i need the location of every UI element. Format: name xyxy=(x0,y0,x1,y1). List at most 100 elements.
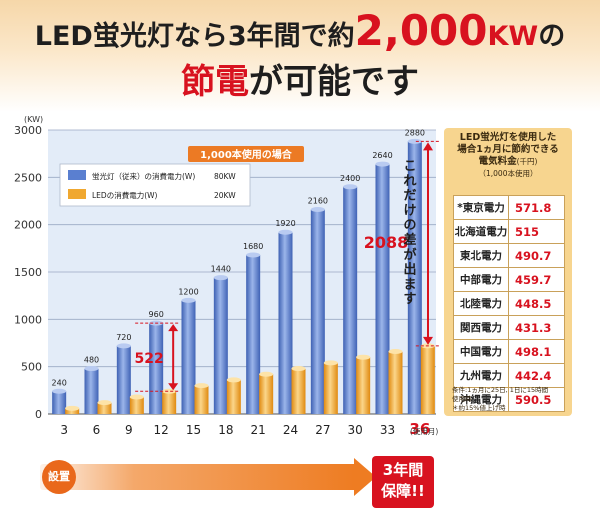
panel-title-text: LED蛍光灯を使用した 場合1ヵ月に節約できる 電気料金 xyxy=(457,132,559,167)
legend-label-fluorescent: 蛍光灯（従来）の消費電力(W) xyxy=(92,171,195,181)
panel-note: 条件:1ヵ月に25日, 1日に15時間 使用時 ＊約15%値上げ時 xyxy=(452,386,549,412)
x-tick-label: 9 xyxy=(125,423,133,437)
power-consumption-chart: 0 500 1000 1500 2000 2500 3000(KW) 240 3 480 6 720 9… xyxy=(14,115,440,438)
bar-led-cap xyxy=(226,377,241,383)
bar-fluorescent-label: 1440 xyxy=(211,265,231,274)
bar-led-cap xyxy=(323,360,338,366)
x-tick-label: 30 xyxy=(348,423,363,437)
utility-name: 中部電力 xyxy=(453,267,509,292)
bar-fluorescent-label: 1680 xyxy=(243,242,263,251)
bar-led xyxy=(226,379,241,414)
bar-led-cap xyxy=(65,405,80,411)
bar-led xyxy=(356,357,371,414)
bar-fluorescent-label: 720 xyxy=(116,333,131,342)
headline-line-1-post: の xyxy=(538,21,566,52)
savings-value: 515 xyxy=(508,219,565,244)
legend-value-led: 20KW xyxy=(214,191,236,200)
savings-row: 九州電力 442.4 xyxy=(453,363,565,388)
bar-fluorescent xyxy=(181,300,196,414)
savings-row: 中国電力 498.1 xyxy=(453,339,565,364)
x-axis-unit: (使用月) xyxy=(410,426,438,436)
bar-fluorescent-cap xyxy=(278,229,293,235)
headline-big-number: 2,000 xyxy=(354,6,488,55)
header-banner: LED蛍光灯なら3年間で約2,000KWの 節電が可能です xyxy=(0,0,600,112)
headline-line-2-dark: が可能です xyxy=(249,62,419,102)
chart-title: 1,000本使用の場合 xyxy=(200,148,293,161)
bar-fluorescent xyxy=(213,277,228,414)
savings-row: 東北電力 490.7 xyxy=(453,243,565,268)
x-tick-label: 27 xyxy=(315,423,330,437)
bar-led xyxy=(291,368,306,414)
y-tick-label: 1000 xyxy=(14,313,42,326)
bar-fluorescent-label: 2160 xyxy=(308,197,328,206)
bar-led xyxy=(129,396,144,414)
panel-title: LED蛍光灯を使用した 場合1ヵ月に節約できる 電気料金(千円) （1,000本… xyxy=(444,132,572,180)
y-tick-label: 2500 xyxy=(14,171,42,184)
bar-fluorescent xyxy=(278,232,293,414)
vertical-callout-char: ま xyxy=(403,277,416,292)
bar-led-cap xyxy=(129,394,144,400)
x-tick-label: 3 xyxy=(60,423,68,437)
savings-value: 442.4 xyxy=(508,363,565,388)
diff-arrow-12-head-bottom xyxy=(168,383,179,391)
y-tick-label: 3000 xyxy=(14,124,42,137)
bar-fluorescent-label: 2640 xyxy=(372,151,392,160)
bar-fluorescent-label: 1200 xyxy=(178,287,198,296)
savings-row: 北陸電力 448.5 xyxy=(453,291,565,316)
bar-fluorescent xyxy=(84,368,99,414)
bar-led xyxy=(194,385,209,414)
bar-led xyxy=(162,391,177,414)
chart-title-box xyxy=(188,146,304,162)
bar-led xyxy=(97,402,112,414)
legend-label-led: LEDの消費電力(W) xyxy=(92,190,158,200)
bar-led-cap xyxy=(259,371,274,377)
legend-swatch-led xyxy=(68,189,86,199)
legend-swatch-fluorescent xyxy=(68,170,86,180)
bar-fluorescent-cap xyxy=(181,297,196,303)
bar-fluorescent-label: 2880 xyxy=(405,128,425,137)
bar-led xyxy=(388,351,403,414)
vertical-callout-char: れ xyxy=(403,174,416,189)
y-tick-label: 0 xyxy=(35,408,42,421)
x-tick-label: 24 xyxy=(283,423,298,437)
savings-table: *東京電力 571.8 北海道電力 515 東北電力 490.7 中部電力 459.7 北陸電力… xyxy=(453,195,565,412)
bar-fluorescent-cap xyxy=(375,161,390,167)
install-badge: 設置 xyxy=(42,460,76,494)
savings-value: 431.3 xyxy=(508,315,565,340)
bar-led xyxy=(259,374,274,414)
y-tick-label: 2000 xyxy=(14,219,42,232)
headline-line-2: 節電が可能です xyxy=(0,54,600,103)
vertical-callout-char: だ xyxy=(403,189,416,204)
vertical-callout-char: 差 xyxy=(403,232,416,248)
savings-value: 498.1 xyxy=(508,339,565,364)
x-tick-label: 36 xyxy=(409,420,430,438)
bar-led xyxy=(420,345,435,414)
savings-panel: LED蛍光灯を使用した 場合1ヵ月に節約できる 電気料金(千円) （1,000本… xyxy=(444,128,572,416)
bar-fluorescent-cap xyxy=(213,275,228,281)
x-tick-label: 21 xyxy=(251,423,266,437)
x-tick-label: 6 xyxy=(93,423,101,437)
headline-line-2-red: 節電 xyxy=(181,62,249,102)
utility-name: 九州電力 xyxy=(453,363,509,388)
diff-arrow-36-head-top xyxy=(423,142,433,151)
x-tick-label: 18 xyxy=(218,423,233,437)
bar-fluorescent xyxy=(246,254,261,414)
bar-fluorescent-cap xyxy=(116,343,131,349)
savings-value: 571.8 xyxy=(508,195,565,220)
y-axis-unit: (KW) xyxy=(24,115,43,124)
headline-line-1-pre: LED蛍光灯なら3年間で約 xyxy=(34,21,355,52)
bar-fluorescent xyxy=(310,209,325,414)
bar-fluorescent-label: 960 xyxy=(149,310,164,319)
utility-name: 中国電力 xyxy=(453,339,509,364)
savings-value: 448.5 xyxy=(508,291,565,316)
diff-label-36: 2088 xyxy=(364,233,409,252)
bar-fluorescent xyxy=(343,186,358,414)
bar-fluorescent-cap xyxy=(343,184,358,190)
bar-fluorescent-cap xyxy=(310,207,325,213)
bar-fluorescent-label: 240 xyxy=(52,378,67,387)
utility-name: 関西電力 xyxy=(453,315,509,340)
x-tick-label: 15 xyxy=(186,423,201,437)
diff-arrow-36-head-bottom xyxy=(423,336,433,345)
period-arrow-bar xyxy=(40,464,354,490)
